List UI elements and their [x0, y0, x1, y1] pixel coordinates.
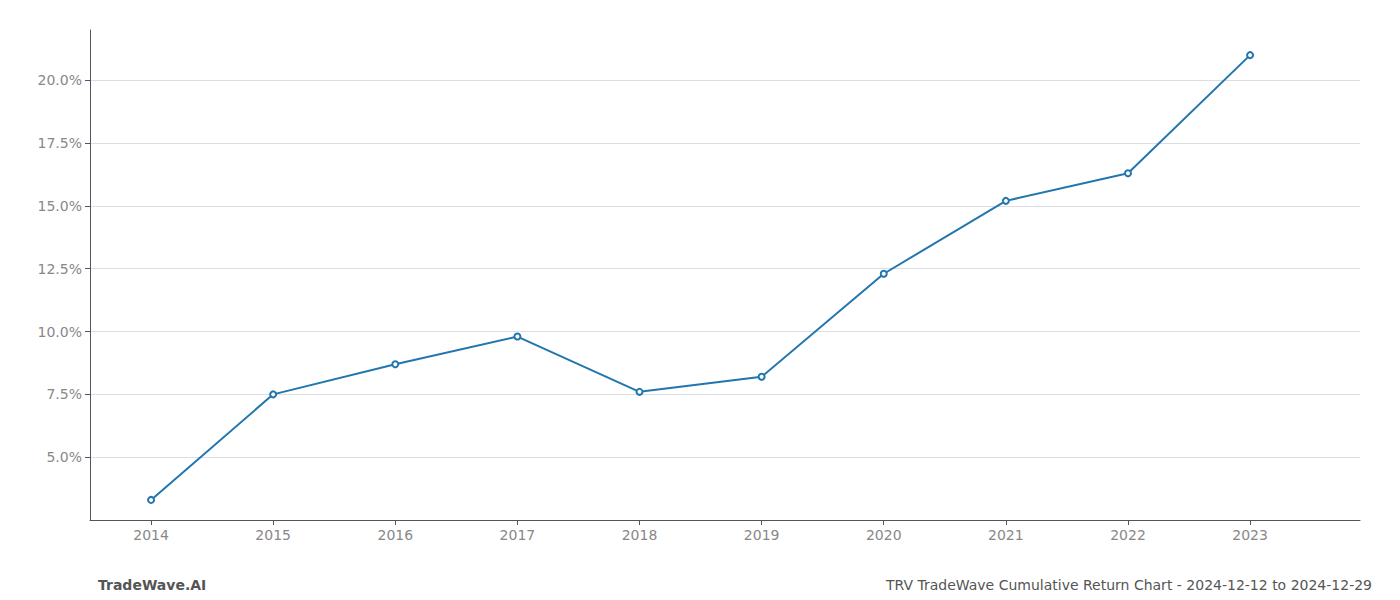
svg-text:12.5%: 12.5% [38, 261, 82, 277]
svg-text:2023: 2023 [1232, 527, 1268, 543]
svg-text:7.5%: 7.5% [46, 386, 82, 402]
svg-text:2020: 2020 [866, 527, 902, 543]
svg-text:TradeWave.AI: TradeWave.AI [98, 577, 206, 593]
svg-text:2014: 2014 [133, 527, 169, 543]
svg-text:20.0%: 20.0% [38, 72, 82, 88]
svg-text:2021: 2021 [988, 527, 1024, 543]
svg-text:TRV TradeWave Cumulative Retur: TRV TradeWave Cumulative Return Chart - … [885, 577, 1372, 593]
svg-text:2017: 2017 [500, 527, 536, 543]
svg-text:2016: 2016 [377, 527, 413, 543]
svg-text:5.0%: 5.0% [46, 449, 82, 465]
svg-text:2019: 2019 [744, 527, 780, 543]
svg-text:2022: 2022 [1110, 527, 1146, 543]
svg-text:15.0%: 15.0% [38, 198, 82, 214]
svg-text:17.5%: 17.5% [38, 135, 82, 151]
svg-text:2015: 2015 [255, 527, 291, 543]
svg-text:2018: 2018 [622, 527, 658, 543]
svg-text:10.0%: 10.0% [38, 324, 82, 340]
